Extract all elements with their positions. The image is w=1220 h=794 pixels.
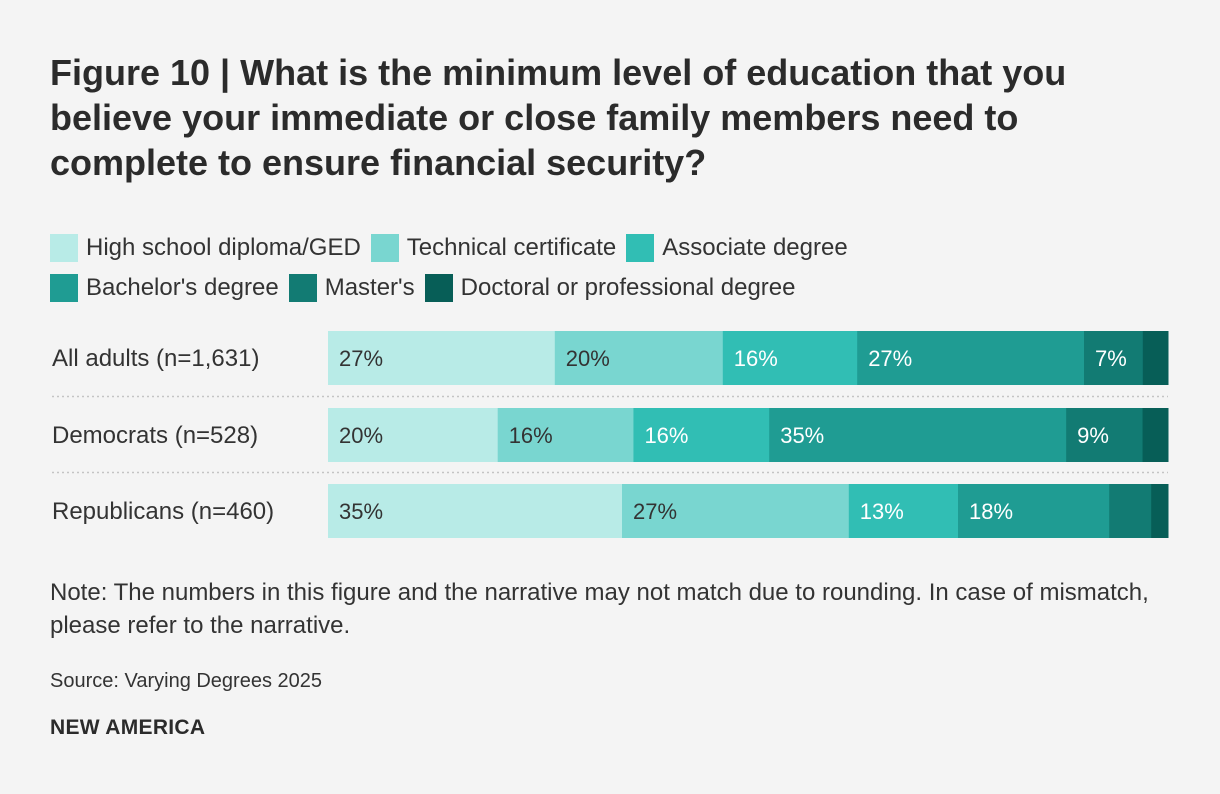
legend-label: Master's bbox=[324, 274, 415, 301]
legend-label: High school diploma/GED bbox=[86, 234, 361, 261]
legend-item-high-school: High school diploma/GED bbox=[50, 234, 361, 262]
bar-segment bbox=[1142, 408, 1169, 462]
bar-segment bbox=[958, 484, 1110, 538]
bar-segment bbox=[328, 484, 623, 538]
data-label: 18% bbox=[969, 499, 1013, 524]
bar-segment bbox=[1084, 331, 1144, 385]
figure-title: Figure 10 | What is the minimum level of… bbox=[50, 52, 1067, 183]
legend-item-masters: Master's bbox=[288, 274, 415, 302]
bar-segment bbox=[857, 331, 1085, 385]
category-label: Republicans (n=460) bbox=[52, 498, 274, 525]
legend-swatch bbox=[50, 274, 78, 302]
bar-segment bbox=[328, 408, 499, 462]
legend-swatch bbox=[288, 274, 317, 302]
data-label: 35% bbox=[339, 499, 383, 524]
category-label: All adults (n=1,631) bbox=[52, 345, 259, 372]
legend-label: Associate degree bbox=[662, 234, 848, 261]
bar-segment bbox=[497, 408, 634, 462]
legend-item-technical-certificate: Technical certificate bbox=[370, 234, 617, 262]
bar-segment bbox=[633, 408, 770, 462]
data-label: 16% bbox=[734, 346, 778, 371]
data-label: 27% bbox=[868, 346, 912, 371]
bar-segment bbox=[328, 331, 556, 385]
legend-swatch bbox=[424, 274, 453, 302]
bar-segment bbox=[1109, 484, 1152, 538]
data-label: 20% bbox=[339, 423, 383, 448]
legend-swatch bbox=[50, 234, 78, 262]
chart-legend: High school diploma/GED Technical certif… bbox=[50, 228, 1170, 308]
legend-item-doctoral: Doctoral or professional degree bbox=[424, 274, 796, 302]
bar-segment bbox=[1142, 331, 1169, 385]
chart-note: Note: The numbers in this figure and the… bbox=[50, 579, 1149, 639]
data-label: 13% bbox=[860, 499, 904, 524]
data-label: 27% bbox=[339, 346, 383, 371]
brand-wordmark: NEW AMERICA bbox=[50, 716, 206, 739]
legend-swatch bbox=[626, 234, 655, 262]
legend-item-associate-degree: Associate degree bbox=[626, 234, 848, 262]
legend-row: High school diploma/GED Technical certif… bbox=[50, 228, 1170, 268]
data-label: 16% bbox=[644, 423, 688, 448]
data-label: 9% bbox=[1077, 423, 1109, 448]
chart-source: Source: Varying Degrees 2025 bbox=[50, 670, 323, 692]
bar-segment bbox=[554, 331, 724, 385]
data-label: 7% bbox=[1095, 346, 1127, 371]
data-label: 20% bbox=[566, 346, 610, 371]
bar-segment bbox=[722, 331, 858, 385]
legend-label: Doctoral or professional degree bbox=[460, 274, 796, 301]
bar-segment bbox=[769, 408, 1067, 462]
bar-segment bbox=[1151, 484, 1169, 538]
bar-segment bbox=[1066, 408, 1144, 462]
legend-label: Bachelor's degree bbox=[86, 274, 279, 301]
bar-segment bbox=[622, 484, 850, 538]
legend-row: Bachelor's degree Master's Doctoral or p… bbox=[50, 268, 1170, 308]
legend-label: Technical certificate bbox=[406, 234, 617, 261]
bar-segment bbox=[848, 484, 959, 538]
data-label: 35% bbox=[780, 423, 824, 448]
category-label: Democrats (n=528) bbox=[52, 422, 258, 449]
data-label: 27% bbox=[633, 499, 677, 524]
legend-swatch bbox=[370, 234, 399, 262]
legend-item-bachelors-degree: Bachelor's degree bbox=[50, 274, 279, 302]
data-label: 16% bbox=[509, 423, 553, 448]
